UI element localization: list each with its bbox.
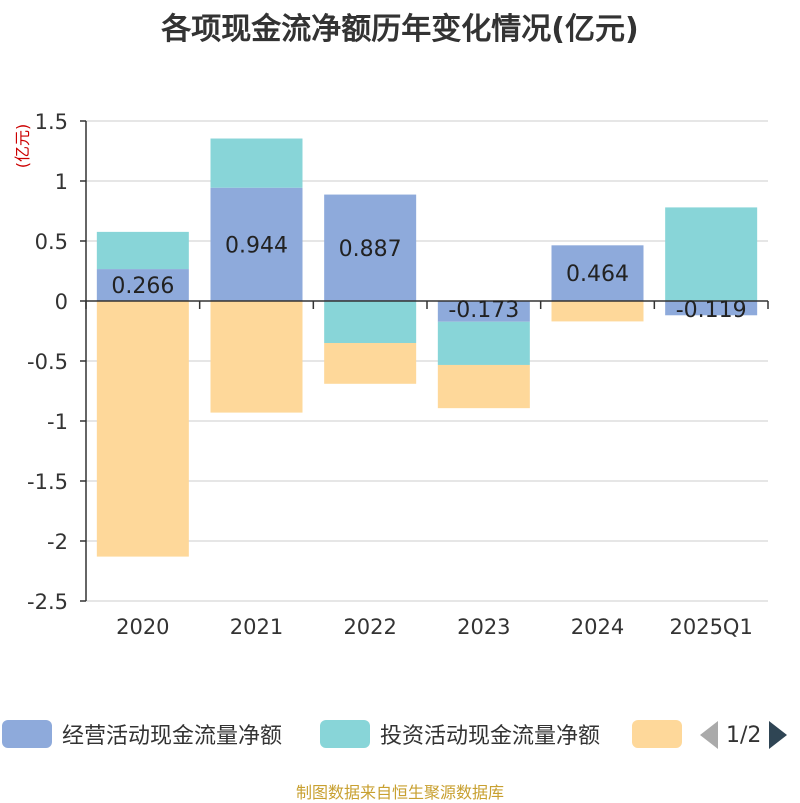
- y-tick-label: 1.5: [35, 110, 68, 134]
- pager-text: 1/2: [726, 722, 762, 748]
- data-source-note: 制图数据来自恒生聚源数据库: [295, 783, 504, 802]
- chart-title: 各项现金流净额历年变化情况(亿元): [161, 12, 639, 47]
- y-tick-label: -1.5: [27, 470, 68, 494]
- data-label-operating: 0.887: [339, 237, 402, 262]
- x-tick-label: 2025Q1: [669, 615, 752, 639]
- bar-investing: [437, 321, 530, 365]
- y-tick-label: -2: [47, 530, 68, 554]
- data-label-operating: 0.464: [566, 262, 629, 287]
- bar-operating: [96, 269, 189, 301]
- legend: 经营活动现金流量净额 投资活动现金流量净额: [0, 716, 800, 752]
- bar-investing: [324, 301, 417, 343]
- legend-item-operating[interactable]: 经营活动现金流量净额: [2, 716, 282, 752]
- y-tick-label: -0.5: [27, 350, 68, 374]
- y-tick-label: 0.5: [35, 230, 68, 254]
- y-axis-unit-label: (亿元): [13, 124, 32, 169]
- bar-operating: [437, 301, 530, 322]
- legend-label-operating: 经营活动现金流量净额: [62, 724, 283, 749]
- x-tick-label: 2024: [571, 615, 624, 639]
- legend-item-investing[interactable]: 投资活动现金流量净额: [320, 716, 600, 752]
- bar-investing: [96, 231, 189, 270]
- pager-prev-icon[interactable]: [700, 721, 718, 749]
- x-tick-label: 2020: [116, 615, 169, 639]
- legend-swatch-financing: [632, 720, 682, 748]
- bar-financing: [551, 301, 644, 322]
- x-tick-label: 2022: [343, 615, 396, 639]
- legend-item-financing[interactable]: [632, 716, 682, 752]
- bar-financing: [210, 301, 303, 413]
- legend-swatch-operating: [2, 720, 52, 748]
- y-tick-label: 1: [55, 170, 68, 194]
- bar-financing: [437, 364, 530, 409]
- y-tick-label: -2.5: [27, 590, 68, 614]
- pager-next-icon[interactable]: [769, 721, 788, 749]
- bar-operating: [665, 301, 758, 316]
- y-tick-label: -1: [47, 410, 68, 434]
- data-label-operating: 0.944: [225, 233, 288, 258]
- bar-operating: [551, 245, 644, 301]
- legend-label-investing: 投资活动现金流量净额: [380, 724, 601, 749]
- bar-operating: [324, 194, 417, 301]
- bar-investing: [665, 207, 758, 301]
- data-label-operating: 0.266: [111, 274, 174, 299]
- legend-swatch-investing: [320, 720, 370, 748]
- bar-operating: [210, 187, 303, 301]
- bar-financing: [324, 343, 417, 384]
- bar-investing: [210, 138, 303, 188]
- y-tick-label: 0: [55, 290, 68, 314]
- data-label-operating: -0.119: [676, 298, 747, 323]
- x-tick-label: 2023: [457, 615, 510, 639]
- bar-financing: [96, 301, 189, 557]
- x-tick-label: 2021: [230, 615, 283, 639]
- legend-pager: 1/2: [700, 720, 788, 750]
- data-label-operating: -0.173: [448, 298, 519, 323]
